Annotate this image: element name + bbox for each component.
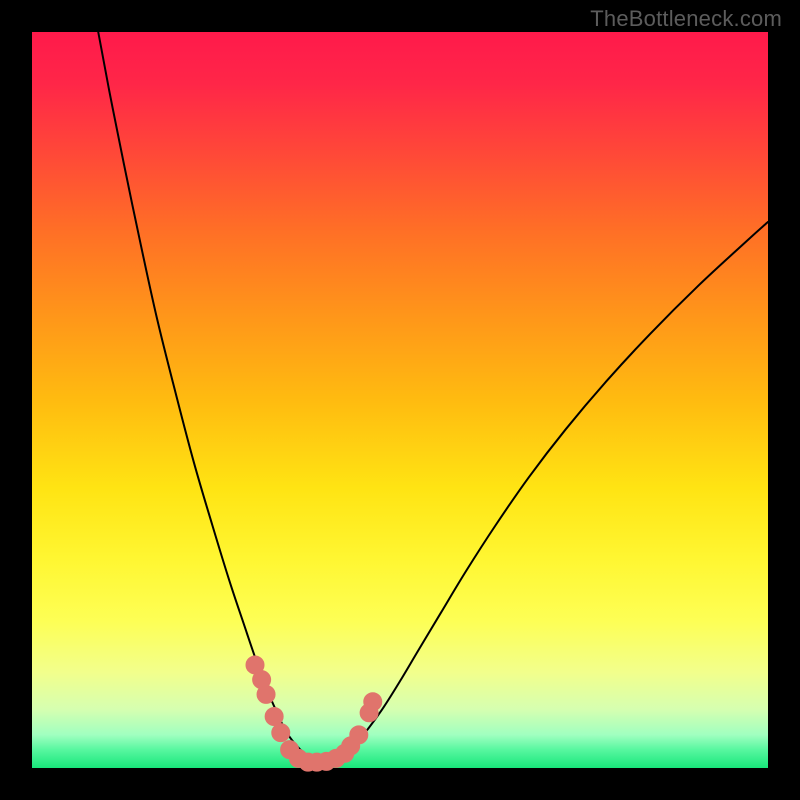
marker-point [364,693,382,711]
watermark-text: TheBottleneck.com [590,6,782,32]
marker-point [350,726,368,744]
bottleneck-chart: TheBottleneck.com [0,0,800,800]
marker-point [257,685,275,703]
marker-point [265,707,283,725]
plot-background [32,32,768,768]
marker-point [272,724,290,742]
chart-svg [0,0,800,800]
